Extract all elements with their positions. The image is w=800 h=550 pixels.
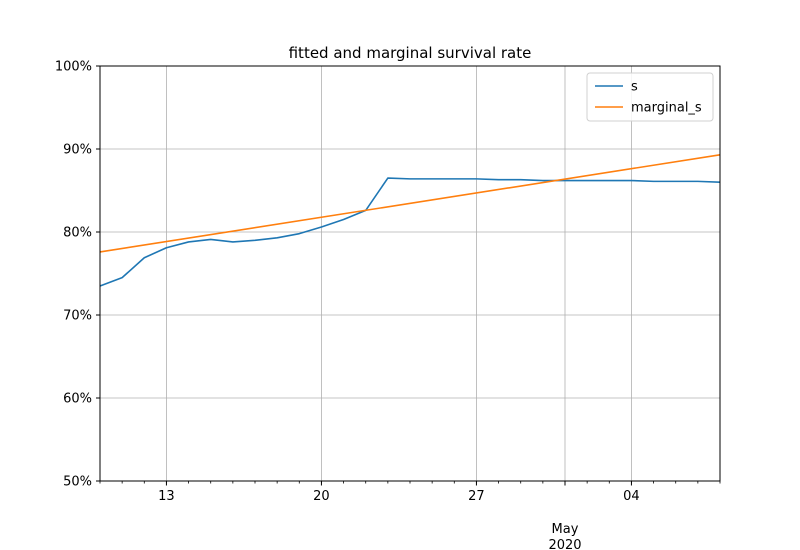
x-tick-label: 13 [158, 489, 175, 504]
y-tick-label: 80% [63, 226, 92, 241]
legend-label: marginal_s [631, 101, 702, 116]
y-tick-label: 90% [63, 143, 92, 158]
plot-frame [99, 65, 721, 482]
x-tick-label: 04 [623, 489, 640, 504]
x-tick-label: 20 [313, 489, 330, 504]
y-tick-label: 60% [63, 392, 92, 407]
x-axis: 13 20 27 May 2020 04 [99, 481, 721, 550]
y-axis: 50% 60% 70% 80% 90% 100% [55, 60, 100, 490]
legend-label: s [631, 80, 638, 95]
y-tick-label: 100% [55, 60, 92, 75]
grid [100, 66, 720, 481]
y-tick-label: 50% [63, 475, 92, 490]
series-lines [99, 154, 721, 287]
legend-box [586, 72, 714, 122]
legend: s marginal_s [586, 72, 714, 122]
x-tick-label: May 2020 [548, 522, 581, 550]
series-line-s [99, 177, 721, 287]
x-tick-label: 27 [468, 489, 485, 504]
chart-title: fitted and marginal survival rate [289, 44, 532, 62]
y-tick-label: 70% [63, 309, 92, 324]
series-line-marginal-s [99, 154, 721, 253]
